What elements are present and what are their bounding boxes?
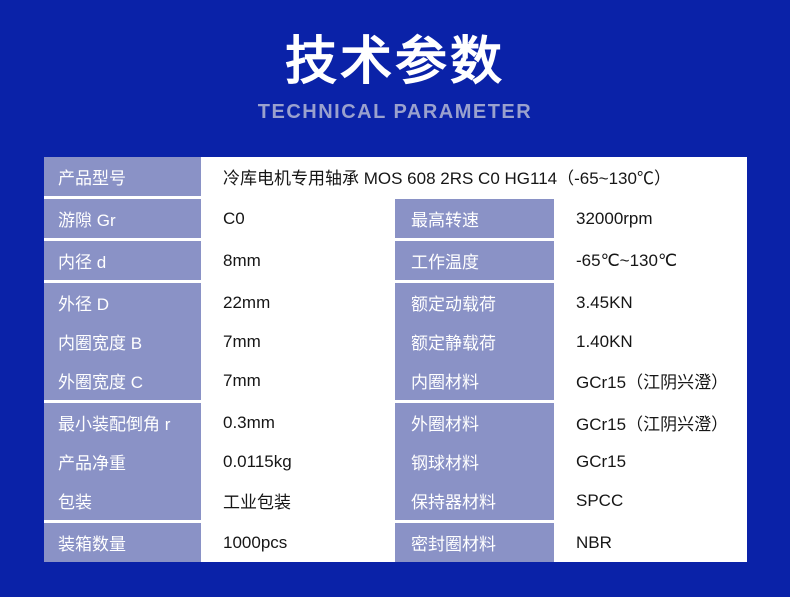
param-label: 工作温度	[395, 241, 554, 280]
param-value: 工业包装	[201, 481, 395, 520]
param-label: 钢球材料	[395, 442, 554, 481]
param-value: 3.45KN	[554, 283, 747, 322]
param-value-model: 冷库电机专用轴承 MOS 608 2RS C0 HG114（-65~130℃）	[201, 157, 747, 196]
param-label: 额定静载荷	[395, 322, 554, 361]
table-block: 内径 d 8mm 工作温度 -65℃~130℃	[44, 241, 747, 280]
param-label: 最高转速	[395, 199, 554, 238]
param-value: NBR	[554, 523, 747, 562]
table-block-model: 产品型号 冷库电机专用轴承 MOS 608 2RS C0 HG114（-65~1…	[44, 157, 747, 196]
param-value: -65℃~130℃	[554, 241, 747, 280]
param-label-model: 产品型号	[44, 157, 201, 196]
param-label: 游隙 Gr	[44, 199, 201, 238]
param-label: 最小装配倒角 r	[44, 403, 201, 442]
param-value: 32000rpm	[554, 199, 747, 238]
param-value: GCr15（江阴兴澄）	[554, 403, 747, 442]
param-label: 产品净重	[44, 442, 201, 481]
param-label: 内圈材料	[395, 361, 554, 400]
table-block: 最小装配倒角 r 0.3mm 外圈材料 GCr15（江阴兴澄） 产品净重 0.0…	[44, 403, 747, 520]
param-label: 外圈材料	[395, 403, 554, 442]
param-value: GCr15	[554, 442, 747, 481]
table-row: 包装 工业包装 保持器材料 SPCC	[44, 481, 747, 520]
param-label: 内圈宽度 B	[44, 322, 201, 361]
param-value: 1000pcs	[201, 523, 395, 562]
param-value: C0	[201, 199, 395, 238]
spec-table: 产品型号 冷库电机专用轴承 MOS 608 2RS C0 HG114（-65~1…	[44, 157, 747, 562]
param-label: 密封圈材料	[395, 523, 554, 562]
param-label: 包装	[44, 481, 201, 520]
param-label: 内径 d	[44, 241, 201, 280]
table-row: 内径 d 8mm 工作温度 -65℃~130℃	[44, 241, 747, 280]
table-row: 最小装配倒角 r 0.3mm 外圈材料 GCr15（江阴兴澄）	[44, 403, 747, 442]
param-value: 7mm	[201, 322, 395, 361]
param-value: 8mm	[201, 241, 395, 280]
table-row: 产品净重 0.0115kg 钢球材料 GCr15	[44, 442, 747, 481]
param-value: SPCC	[554, 481, 747, 520]
table-block: 装箱数量 1000pcs 密封圈材料 NBR	[44, 523, 747, 562]
table-row: 装箱数量 1000pcs 密封圈材料 NBR	[44, 523, 747, 562]
param-value: 22mm	[201, 283, 395, 322]
param-label: 外径 D	[44, 283, 201, 322]
param-value: 7mm	[201, 361, 395, 400]
param-label: 额定动载荷	[395, 283, 554, 322]
table-block: 游隙 Gr C0 最高转速 32000rpm	[44, 199, 747, 238]
page-title: 技术参数	[284, 33, 505, 91]
page-subtitle: TECHNICAL PARAMETER	[257, 101, 533, 123]
param-value: GCr15（江阴兴澄）	[554, 361, 747, 400]
param-label: 保持器材料	[395, 481, 554, 520]
param-value: 0.0115kg	[201, 442, 395, 481]
param-label: 装箱数量	[44, 523, 201, 562]
table-row: 外圈宽度 C 7mm 内圈材料 GCr15（江阴兴澄）	[44, 361, 747, 400]
table-row: 游隙 Gr C0 最高转速 32000rpm	[44, 199, 747, 238]
param-label: 外圈宽度 C	[44, 361, 201, 400]
table-block: 外径 D 22mm 额定动载荷 3.45KN 内圈宽度 B 7mm 额定静载荷 …	[44, 283, 747, 400]
table-row: 外径 D 22mm 额定动载荷 3.45KN	[44, 283, 747, 322]
param-value: 1.40KN	[554, 322, 747, 361]
table-row: 内圈宽度 B 7mm 额定静载荷 1.40KN	[44, 322, 747, 361]
param-value: 0.3mm	[201, 403, 395, 442]
table-row: 产品型号 冷库电机专用轴承 MOS 608 2RS C0 HG114（-65~1…	[44, 157, 747, 196]
